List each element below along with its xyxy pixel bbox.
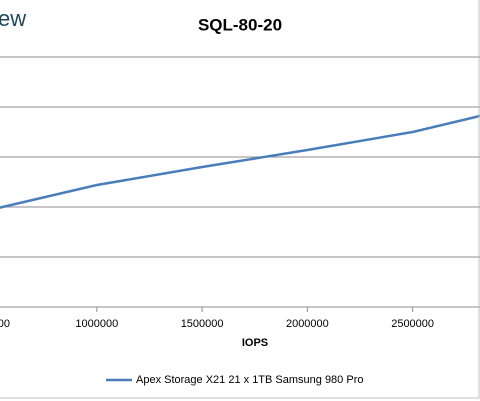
x-tick-label: 2000000 bbox=[286, 318, 329, 330]
x-tick-label: 1500000 bbox=[181, 318, 224, 330]
series-line bbox=[0, 114, 480, 209]
x-tick-label: 1000000 bbox=[75, 318, 118, 330]
x-tick-label: 500000 bbox=[0, 318, 10, 330]
x-tick-label: 2500000 bbox=[391, 318, 434, 330]
logo: ew bbox=[0, 6, 26, 31]
legend-label: Apex Storage X21 21 x 1TB Samsung 980 Pr… bbox=[136, 374, 363, 386]
x-axis-label: IOPS bbox=[242, 337, 268, 349]
chart-title: SQL-80-20 bbox=[198, 15, 282, 34]
